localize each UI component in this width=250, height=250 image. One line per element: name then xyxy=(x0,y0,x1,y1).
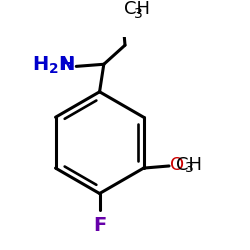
Text: 3: 3 xyxy=(134,6,143,20)
Text: CH: CH xyxy=(124,0,150,18)
Text: 3: 3 xyxy=(185,161,194,175)
Text: F: F xyxy=(93,216,106,235)
Text: CH: CH xyxy=(176,156,203,174)
Text: O: O xyxy=(170,156,184,174)
Text: H: H xyxy=(59,56,74,74)
Text: $\mathregular{H_2N}$: $\mathregular{H_2N}$ xyxy=(32,55,75,76)
